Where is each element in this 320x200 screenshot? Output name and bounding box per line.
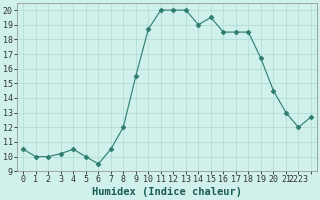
- X-axis label: Humidex (Indice chaleur): Humidex (Indice chaleur): [92, 187, 242, 197]
